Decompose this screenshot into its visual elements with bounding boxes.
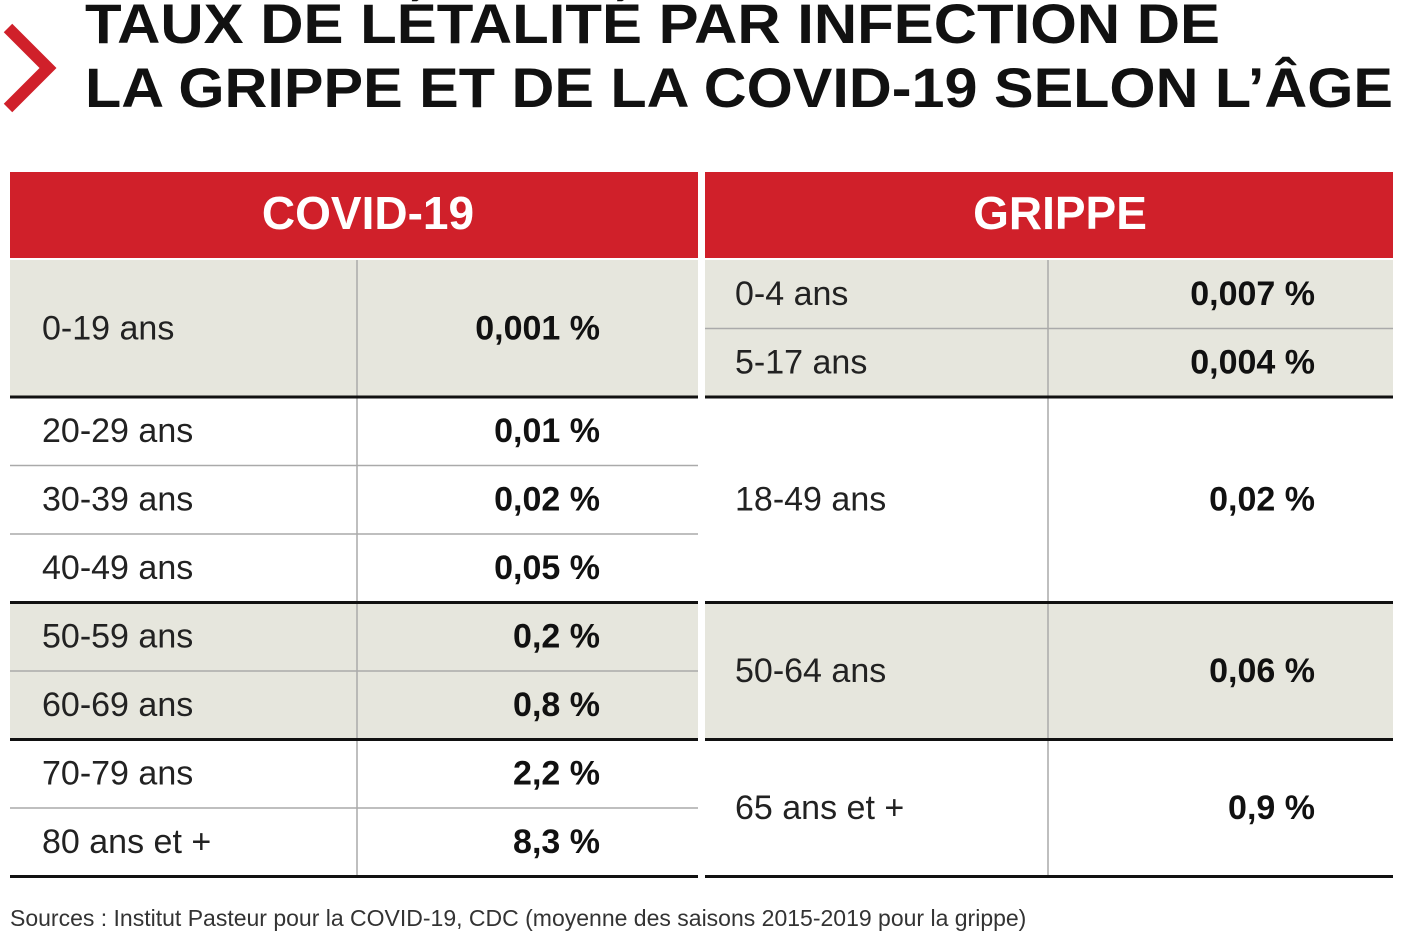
cell-bg — [705, 602, 1393, 740]
age-label: 5-17 ans — [735, 344, 867, 382]
rate-value: 0,2 % — [513, 618, 600, 656]
cell-bg — [10, 260, 698, 397]
header-band — [10, 172, 698, 258]
rate-value: 0,06 % — [1209, 652, 1315, 690]
rate-value: 0,05 % — [494, 549, 600, 587]
age-label: 18-49 ans — [735, 481, 886, 519]
cell-bg — [10, 808, 698, 877]
rate-value: 8,3 % — [513, 823, 600, 861]
cell-bg — [705, 328, 1393, 397]
source: Sources : Institut Pasteur pour la COVID… — [10, 905, 1026, 931]
cell-bg — [10, 534, 698, 603]
age-label: 0-19 ans — [42, 309, 174, 347]
age-label: 50-64 ans — [735, 652, 886, 690]
rate-value: 0,01 % — [494, 412, 600, 450]
rate-value: 0,02 % — [1209, 481, 1315, 519]
cell-bg — [705, 739, 1393, 877]
cell-bg — [10, 671, 698, 740]
title-line: TAUX DE LÉTALITÉ PAR INFECTION DE — [85, 0, 1220, 55]
cell-bg — [10, 465, 698, 534]
age-label: 50-59 ans — [42, 618, 193, 656]
rate-value: 0,001 % — [475, 309, 600, 347]
rate-value: 0,004 % — [1190, 344, 1315, 382]
rate-value: 0,8 % — [513, 686, 600, 724]
age-label: 80 ans et + — [42, 823, 211, 861]
age-label: 30-39 ans — [42, 481, 193, 519]
title-line: LA GRIPPE ET DE LA COVID-19 SELON L’ÂGE — [85, 56, 1393, 119]
rate-value: 0,007 % — [1190, 275, 1315, 313]
age-label: 40-49 ans — [42, 549, 193, 587]
header-band — [705, 172, 1393, 258]
cell-bg — [705, 260, 1393, 329]
age-label: 60-69 ans — [42, 686, 193, 724]
rate-value: 2,2 % — [513, 755, 600, 793]
age-label: 0-4 ans — [735, 275, 848, 313]
column-header: COVID-19 — [262, 187, 474, 239]
cell-bg — [705, 397, 1393, 603]
age-label: 70-79 ans — [42, 755, 193, 793]
cell-bg — [10, 397, 698, 466]
chevron — [3, 23, 57, 113]
rate-value: 0,9 % — [1228, 789, 1315, 827]
age-label: 65 ans et + — [735, 789, 904, 827]
column-header: GRIPPE — [973, 187, 1147, 239]
age-label: 20-29 ans — [42, 412, 193, 450]
cell-bg — [10, 739, 698, 808]
cell-bg — [10, 602, 698, 671]
rate-value: 0,02 % — [494, 481, 600, 519]
